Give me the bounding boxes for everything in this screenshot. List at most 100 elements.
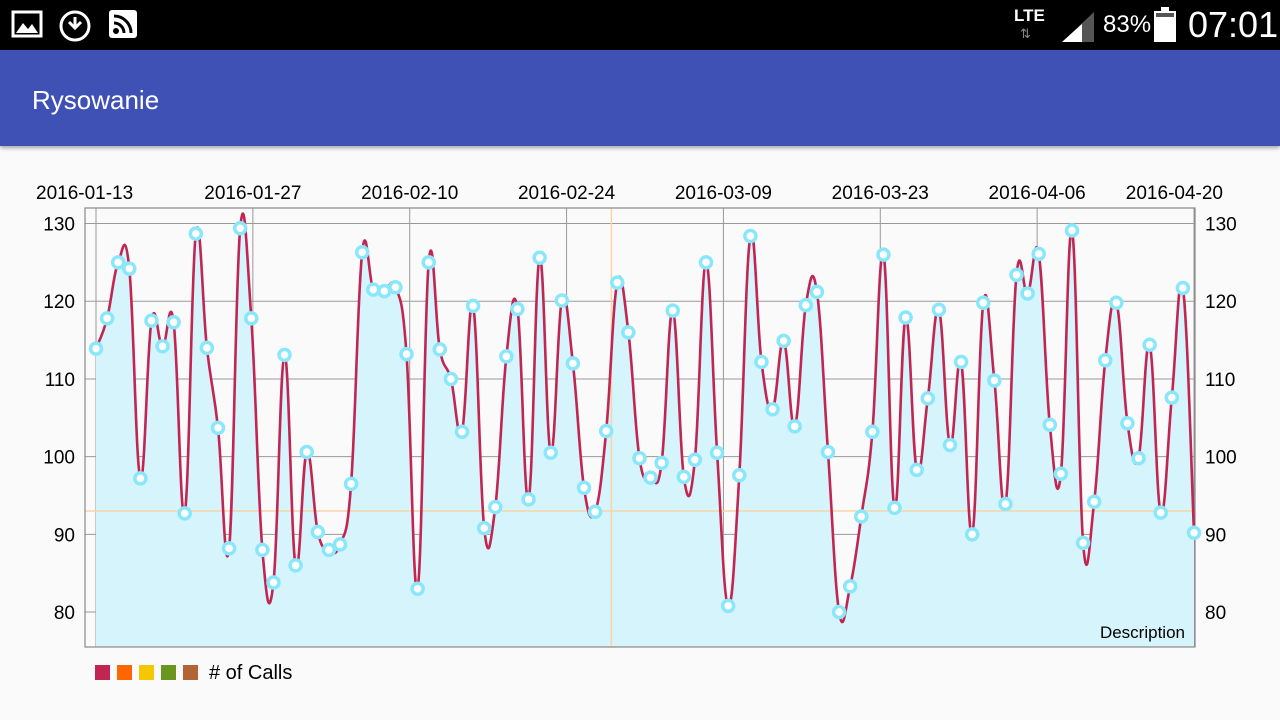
data-point [842, 579, 858, 594]
data-point [521, 492, 536, 507]
data-point [632, 450, 647, 466]
data-point [432, 342, 448, 357]
app-bar: Rysowanie [0, 50, 1280, 146]
data-point [144, 313, 159, 328]
data-point [532, 250, 547, 265]
data-point [787, 419, 802, 434]
data-point [354, 245, 370, 260]
data-point [976, 295, 991, 311]
legend-label: # of Calls [209, 662, 293, 684]
data-point [1086, 494, 1102, 509]
y-tick-label-left: 80 [54, 603, 75, 624]
y-tick-label-right: 110 [1205, 370, 1235, 391]
data-point [155, 339, 170, 354]
data-point [621, 325, 636, 340]
cast-icon [109, 10, 137, 38]
y-tick-label-right: 130 [1205, 215, 1237, 236]
data-point [732, 468, 747, 483]
data-point [987, 373, 1002, 388]
data-point [232, 220, 248, 236]
data-point [399, 346, 414, 362]
data-point [576, 480, 592, 495]
data-point [1164, 390, 1180, 405]
signal-icon [1062, 12, 1094, 42]
data-point [221, 541, 237, 556]
data-point [476, 520, 492, 536]
data-point [1098, 353, 1113, 368]
data-point [1153, 505, 1168, 520]
data-point [1075, 535, 1091, 551]
data-point [765, 401, 780, 417]
data-point [776, 333, 791, 349]
data-point [1053, 466, 1069, 481]
data-point [443, 371, 459, 387]
y-tick-label-right: 90 [1205, 525, 1226, 546]
y-tick-label-left: 90 [54, 525, 75, 546]
data-point [410, 581, 425, 596]
data-point [665, 303, 680, 318]
y-tick-label-left: 130 [43, 215, 75, 236]
data-point [709, 445, 725, 461]
y-tick-label-left: 100 [43, 448, 75, 469]
gallery-icon [11, 10, 43, 38]
data-activity-icon: ⇅ [1020, 26, 1031, 41]
x-tick-label: 2016-04-20 [1126, 183, 1223, 204]
data-point [942, 437, 958, 453]
data-point [1120, 415, 1135, 431]
data-point [964, 527, 980, 542]
data-point [177, 506, 192, 521]
data-point [598, 423, 614, 439]
data-point [510, 301, 525, 317]
app-title: Rysowanie [32, 85, 160, 115]
line-chart[interactable]: 80 80 90 90 100 100 110 110 120 120 130 130 2016-01-… [0, 146, 1280, 656]
plot-border [84, 207, 1196, 648]
data-point [199, 340, 215, 356]
data-point [720, 598, 736, 614]
data-point [1175, 280, 1191, 296]
data-point [1131, 450, 1146, 466]
data-point [110, 255, 126, 270]
data-point [953, 354, 969, 370]
data-point [587, 504, 603, 520]
chart-description: Description [1100, 623, 1185, 642]
data-point [909, 462, 924, 478]
data-point [920, 391, 936, 406]
data-point [676, 469, 692, 485]
data-point [898, 310, 913, 325]
data-point [610, 275, 625, 290]
data-point [288, 558, 303, 573]
y-tick-label-left: 110 [45, 370, 75, 391]
data-point [1042, 417, 1058, 433]
data-point [166, 314, 181, 330]
data-point [876, 247, 891, 262]
axis-labels: 80 80 90 90 100 100 110 110 120 120 130 130 2016-01-… [36, 183, 1237, 624]
battery-percent: 83% [1103, 11, 1152, 38]
data-point [820, 444, 836, 460]
data-point [854, 509, 869, 524]
data-point [543, 445, 558, 461]
data-point [465, 298, 481, 314]
data-point [122, 261, 137, 276]
data-point [1031, 246, 1046, 262]
data-point [366, 282, 381, 297]
data-point [255, 542, 270, 558]
series-fill-area [96, 213, 1194, 647]
data-point [1109, 295, 1124, 311]
data-point [1009, 267, 1024, 283]
data-point [754, 354, 769, 370]
data-point [210, 420, 226, 436]
data-point [1186, 525, 1202, 541]
data-point [643, 470, 658, 485]
data-point [687, 452, 703, 467]
data-point [743, 228, 758, 244]
data-point [887, 500, 902, 516]
data-point [565, 356, 581, 371]
data-point [831, 604, 847, 620]
data-point [1142, 337, 1157, 353]
y-tick-label-right: 80 [1205, 603, 1226, 624]
data-point [244, 311, 259, 326]
data-point [488, 499, 503, 515]
data-point [1020, 286, 1035, 301]
data-point [299, 444, 314, 460]
data-point [809, 284, 825, 300]
